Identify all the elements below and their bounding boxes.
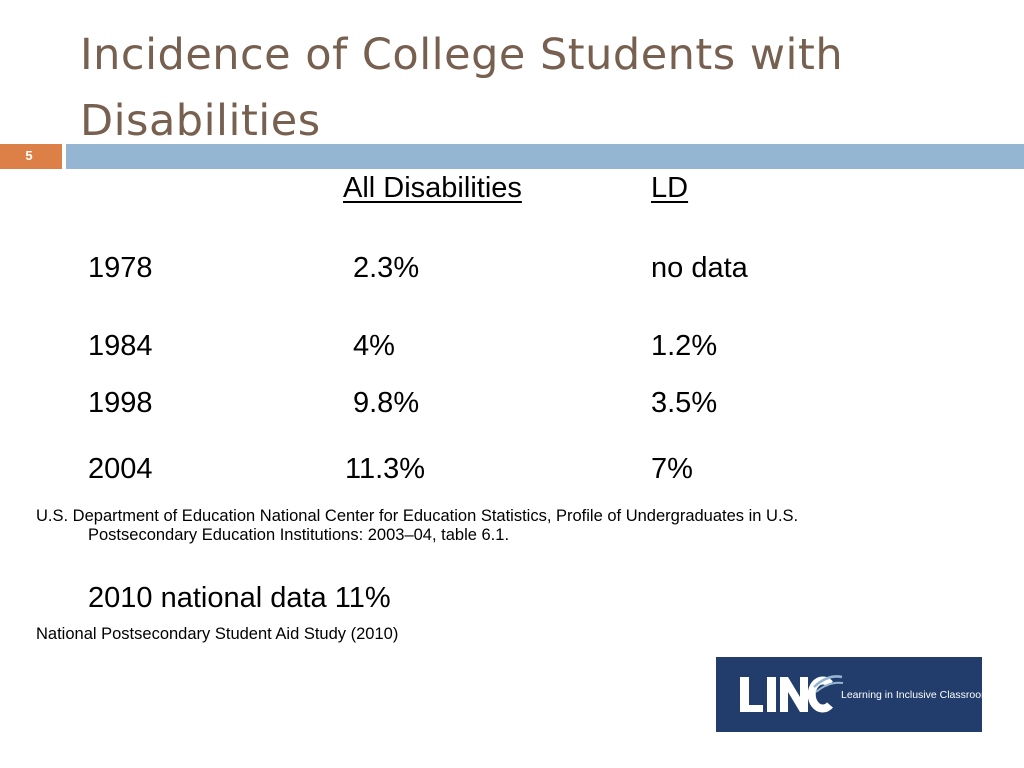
national-data-statement: 2010 national data 11% — [88, 582, 391, 614]
row-ld: 3.5% — [651, 387, 718, 419]
title-divider-bar — [66, 144, 1024, 169]
source-citation-2: National Postsecondary Student Aid Study… — [36, 625, 399, 643]
column-header-ld: LD — [651, 172, 689, 204]
row-all-disabilities: 11.3% — [345, 453, 426, 485]
source-citation: U.S. Department of Education National Ce… — [36, 507, 996, 545]
logo-tagline: Learning in Inclusive Classrooms — [841, 689, 982, 701]
citation-line-1: U.S. Department of Education National Ce… — [36, 507, 799, 525]
row-ld: 1.2% — [651, 330, 718, 362]
citation-line-2: Postsecondary Education Institutions: 20… — [88, 526, 510, 544]
row-year: 1984 — [88, 330, 153, 362]
linc-logo: Learning in Inclusive Classrooms — [716, 657, 982, 732]
slide-title: Incidence of College Students with Disab… — [80, 30, 844, 146]
row-ld: 7% — [651, 453, 693, 485]
slide-number-badge: 5 — [0, 144, 62, 169]
slide-number: 5 — [25, 148, 33, 163]
row-year: 2004 — [88, 453, 153, 485]
linc-logo-mark: Learning in Inclusive Classrooms — [740, 675, 982, 713]
row-ld: no data — [651, 252, 748, 284]
column-header-all-disabilities: All Disabilities — [343, 172, 522, 204]
row-year: 1978 — [88, 252, 153, 284]
row-year: 1998 — [88, 387, 153, 419]
row-all-disabilities: 2.3% — [353, 252, 420, 284]
row-all-disabilities: 4% — [353, 330, 395, 362]
row-all-disabilities: 9.8% — [353, 387, 420, 419]
